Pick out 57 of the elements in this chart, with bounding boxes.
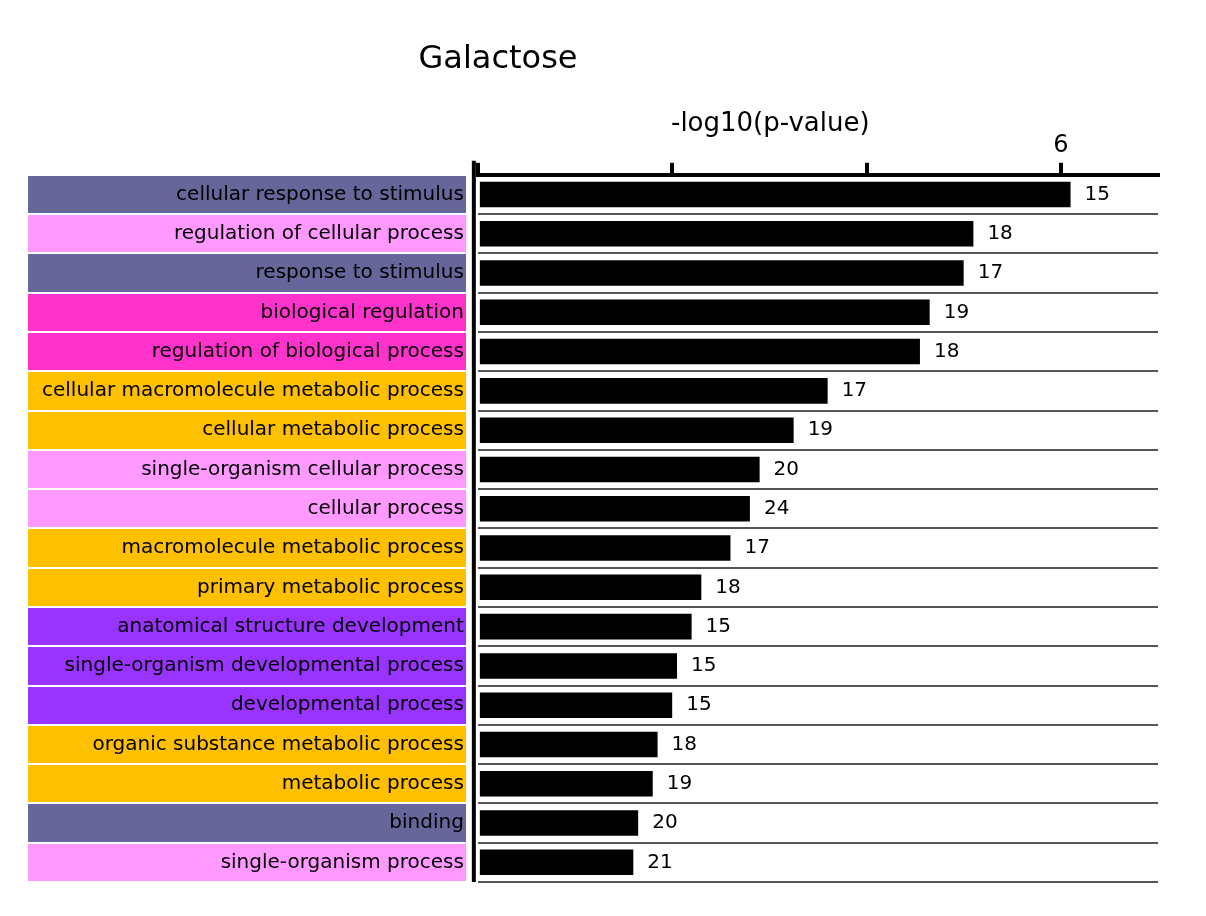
- annotation: 21: [647, 848, 673, 873]
- bar: [479, 535, 731, 561]
- bar: [479, 220, 974, 247]
- annotation: 19: [943, 298, 970, 323]
- bar: [479, 692, 673, 718]
- annotation: 18: [671, 730, 698, 755]
- x-axis-title: -log10(p-value): [671, 106, 870, 137]
- bar: [479, 378, 828, 404]
- y-tick-label: biological regulation: [260, 298, 464, 323]
- bar: [479, 260, 964, 286]
- bar: [479, 181, 1071, 208]
- y-tick-label: organic substance metabolic process: [92, 730, 464, 755]
- y-tick-label: single-organism process: [220, 848, 464, 873]
- y-tick-label: primary metabolic process: [197, 573, 464, 598]
- annotation: 20: [773, 455, 800, 480]
- bar: [479, 574, 702, 601]
- bar: [479, 771, 653, 797]
- y-tick-label: metabolic process: [281, 769, 464, 794]
- annotation: 19: [807, 416, 834, 441]
- bar: [479, 338, 920, 365]
- y-tick-label: single-organism cellular process: [141, 455, 464, 480]
- bar: [479, 849, 634, 876]
- bar: [479, 653, 678, 679]
- bar: [479, 810, 639, 836]
- bar: [479, 495, 750, 522]
- annotation: 15: [686, 691, 712, 716]
- y-tick-label: regulation of biological process: [151, 337, 464, 362]
- y-tick-label: cellular process: [307, 494, 464, 519]
- y-tick-label: response to stimulus: [255, 259, 464, 284]
- bar: [479, 731, 658, 758]
- bar: [479, 456, 760, 483]
- y-tick-label: cellular metabolic process: [202, 416, 464, 441]
- y-tick-label: regulation of cellular process: [173, 219, 464, 244]
- bar: [479, 613, 692, 640]
- annotation: 17: [977, 259, 1004, 284]
- annotation: 18: [715, 573, 741, 598]
- bar: [479, 299, 930, 326]
- annotation: 15: [1084, 180, 1110, 205]
- y-tick-label: developmental process: [230, 691, 464, 716]
- y-tick-label: cellular response to stimulus: [176, 180, 464, 205]
- annotation: 24: [763, 494, 790, 519]
- y-tick-label: anatomical structure development: [117, 612, 464, 637]
- annotation: 15: [691, 652, 717, 677]
- x-tick-label: 6: [1053, 129, 1069, 158]
- annotation: 20: [652, 809, 678, 834]
- y-tick-label: cellular macromolecule metabolic process: [41, 377, 464, 402]
- bar: [479, 417, 794, 443]
- annotation: 18: [933, 337, 960, 362]
- y-tick-label: single-organism developmental process: [64, 652, 464, 677]
- annotation: 15: [705, 612, 732, 637]
- annotation: 17: [744, 534, 770, 559]
- annotation: 19: [666, 769, 693, 794]
- annotation: 18: [987, 219, 1013, 244]
- y-tick-label: binding: [389, 809, 464, 834]
- y-tick-label: macromolecule metabolic process: [121, 534, 464, 559]
- chart-title: Galactose: [418, 38, 578, 76]
- annotation: 17: [841, 377, 868, 402]
